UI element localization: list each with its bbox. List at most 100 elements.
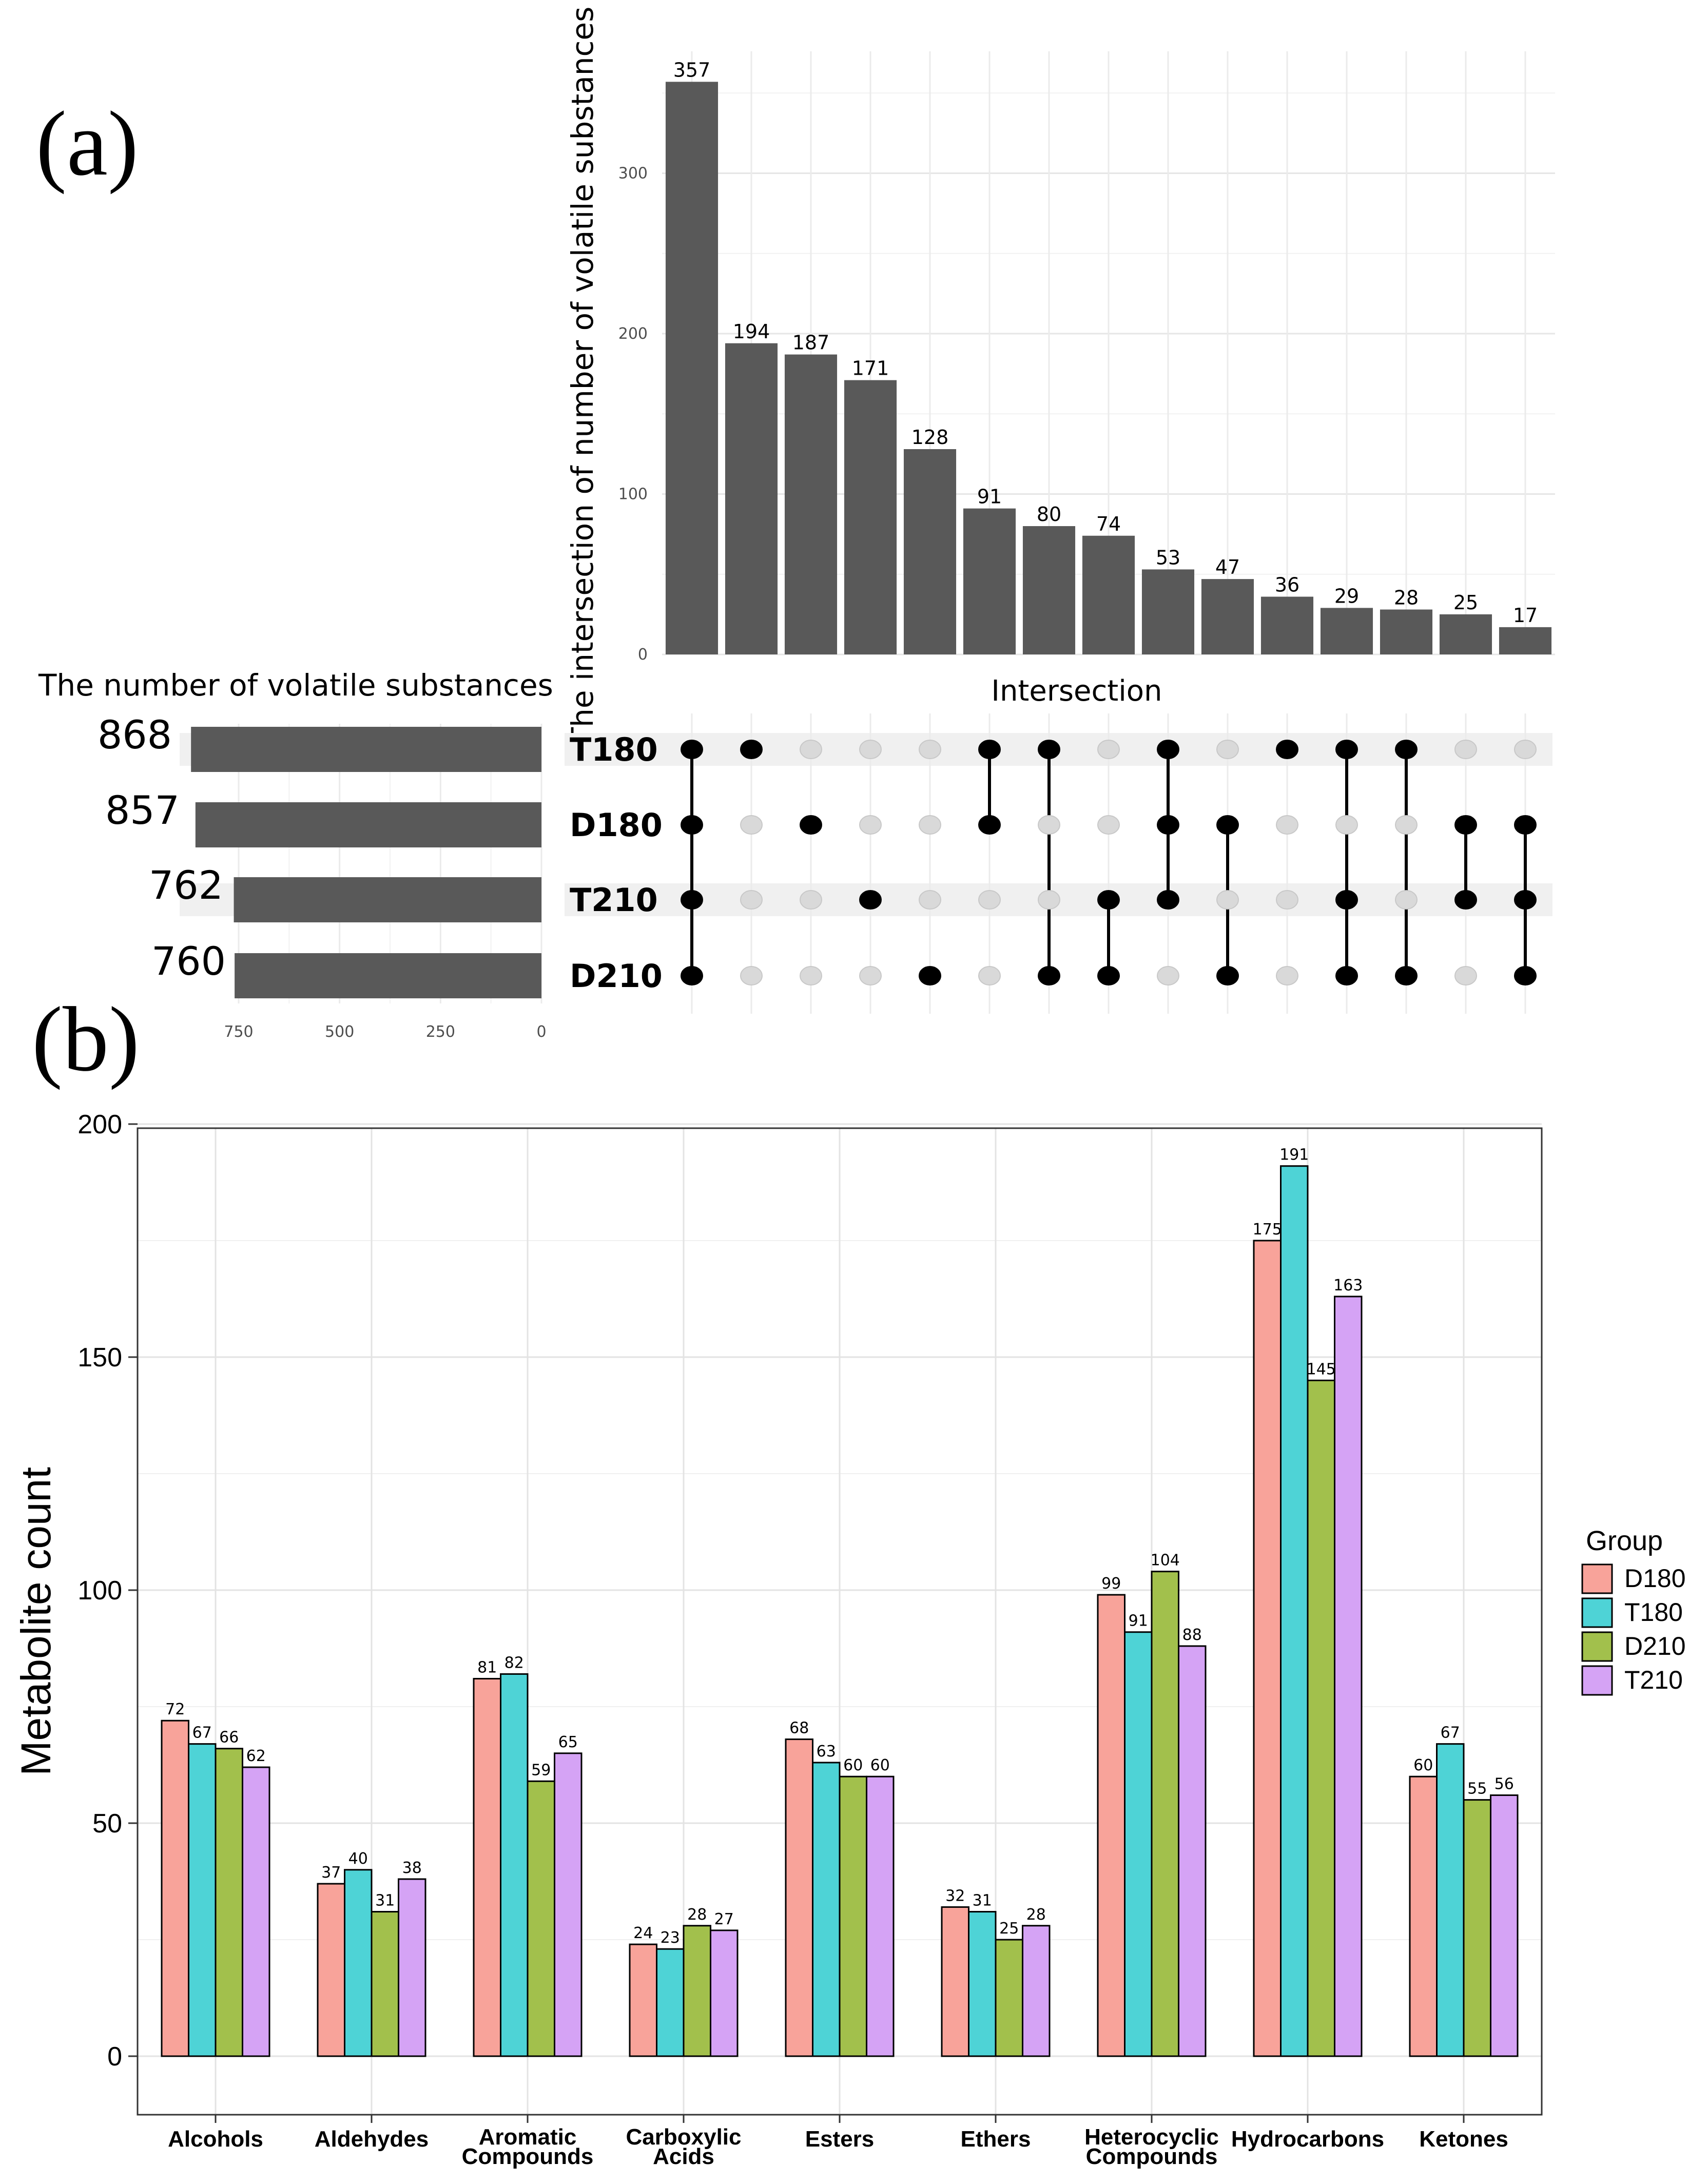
intersection-data-label: 128 [911, 426, 949, 449]
bar-d180 [1253, 1240, 1282, 2057]
data-label: 32 [945, 1887, 965, 1905]
matrix-dot-active [1276, 740, 1298, 759]
set-size-x-tick: 750 [224, 1023, 253, 1041]
bar-t180 [656, 1948, 685, 2057]
bar-t210 [1490, 1794, 1519, 2057]
matrix-dot-inactive [1157, 966, 1179, 985]
bar-t210 [1022, 1925, 1051, 2057]
y-tick-label: 150 [77, 1343, 122, 1373]
data-label: 28 [687, 1906, 707, 1924]
matrix-dot-inactive [919, 740, 941, 759]
intersection-data-label: 17 [1513, 604, 1538, 627]
intersection-data-label: 25 [1453, 591, 1478, 614]
matrix-dot-active [978, 740, 1001, 759]
intersection-y-ticks: 0 100 200 300 [618, 165, 648, 664]
intersection-data-label: 91 [977, 486, 1002, 508]
set-size-data-label: 760 [151, 938, 226, 984]
x-tick-label: Aromatic [479, 2124, 577, 2150]
matrix-dot-inactive [1454, 966, 1477, 985]
x-tick-label: Heterocyclic [1084, 2124, 1219, 2150]
matrix-dot-inactive [1335, 815, 1358, 835]
bar-d180 [941, 1906, 969, 2057]
data-label: 88 [1182, 1626, 1202, 1644]
y-tick-label: 100 [77, 1576, 122, 1606]
data-label: 38 [402, 1859, 422, 1877]
matrix-dot-inactive [740, 815, 763, 835]
legend-swatch-d180 [1581, 1563, 1613, 1594]
x-tick-label: Aldehydes [315, 2127, 429, 2152]
matrix-dot-inactive [978, 890, 1001, 910]
matrix-dot-active [919, 966, 941, 985]
matrix-dot-active [740, 740, 763, 759]
matrix-dot-active [1335, 966, 1358, 985]
matrix-dot-active [1454, 890, 1477, 910]
matrix-dot-inactive [859, 740, 882, 759]
matrix-dot-active [1216, 966, 1239, 985]
bar-d210 [215, 1748, 243, 2057]
matrix-dot-inactive [1097, 815, 1120, 835]
matrix-dot-active [978, 815, 1001, 835]
y-tick-label: 50 [92, 1809, 122, 1839]
matrix-dot-active [1335, 890, 1358, 910]
x-tick-label: Ketones [1419, 2127, 1508, 2152]
matrix-dot-active [1454, 815, 1477, 835]
data-label: 91 [1129, 1612, 1148, 1630]
set-size-x-tick: 0 [536, 1023, 546, 1041]
x-tick-label: Ethers [961, 2127, 1031, 2152]
intersection-bars [665, 82, 1552, 654]
intersection-data-label: 53 [1156, 546, 1180, 569]
legend-swatch-d210 [1581, 1631, 1613, 1662]
data-label: 31 [973, 1892, 992, 1910]
data-label: 62 [246, 1747, 266, 1765]
data-label: 60 [1413, 1756, 1433, 1774]
matrix-dot-active [800, 815, 822, 835]
matrix-dot-active [1038, 966, 1060, 985]
metabolite-y-axis-label: Metabolite count [13, 1467, 60, 1776]
bar-t180 [500, 1673, 529, 2057]
set-size-bar [195, 802, 541, 847]
data-label: 31 [375, 1892, 395, 1910]
bar-t180 [1280, 1165, 1309, 2057]
x-tick-label: Esters [805, 2127, 875, 2152]
y-tick-label: 0 [107, 2042, 122, 2072]
intersection-data-label: 28 [1394, 587, 1419, 609]
data-label: 82 [504, 1654, 524, 1672]
data-label: 163 [1333, 1277, 1363, 1294]
data-label: 67 [1441, 1724, 1460, 1742]
data-label: 25 [999, 1920, 1019, 1938]
intersection-data-label: 80 [1037, 503, 1061, 526]
bar-t180 [812, 1762, 841, 2057]
bar-d210 [371, 1911, 399, 2057]
matrix-dot-active [1038, 740, 1060, 759]
bar-d180 [629, 1943, 657, 2057]
bar-d180 [1409, 1775, 1438, 2057]
data-label: 66 [219, 1729, 239, 1747]
bar-d180 [1097, 1594, 1125, 2057]
bar-d210 [683, 1925, 711, 2057]
set-size-data-label: 762 [149, 862, 223, 908]
x-tick-label: Hydrocarbons [1231, 2127, 1384, 2152]
data-label: 60 [870, 1756, 890, 1774]
matrix-dot-active [1395, 966, 1418, 985]
intersection-y-tick: 100 [618, 486, 648, 504]
set-size-data-label: 868 [98, 712, 172, 758]
intersection-data-label: 47 [1215, 556, 1240, 578]
intersection-data-label: 36 [1275, 574, 1299, 596]
set-size-x-tick: 500 [325, 1023, 354, 1041]
data-label: 37 [321, 1864, 341, 1882]
bar-t210 [1178, 1645, 1207, 2057]
intersection-data-labels: 357 194 187 171 128 91 80 74 53 47 36 29 28 25 17 [673, 59, 1538, 627]
intersection-data-label: 29 [1334, 585, 1359, 607]
membership-matrix [681, 713, 1537, 1014]
matrix-dot-active [1097, 890, 1120, 910]
data-label: 40 [348, 1850, 368, 1868]
data-label: 28 [1026, 1906, 1046, 1924]
bar-d210 [1151, 1571, 1179, 2057]
matrix-dot-active [1514, 890, 1537, 910]
data-label: 81 [477, 1659, 497, 1677]
legend-label-t210: T210 [1624, 1666, 1683, 1694]
bar-t180 [344, 1869, 373, 2057]
intersection-bar [1499, 627, 1552, 654]
data-label: 24 [633, 1924, 653, 1942]
